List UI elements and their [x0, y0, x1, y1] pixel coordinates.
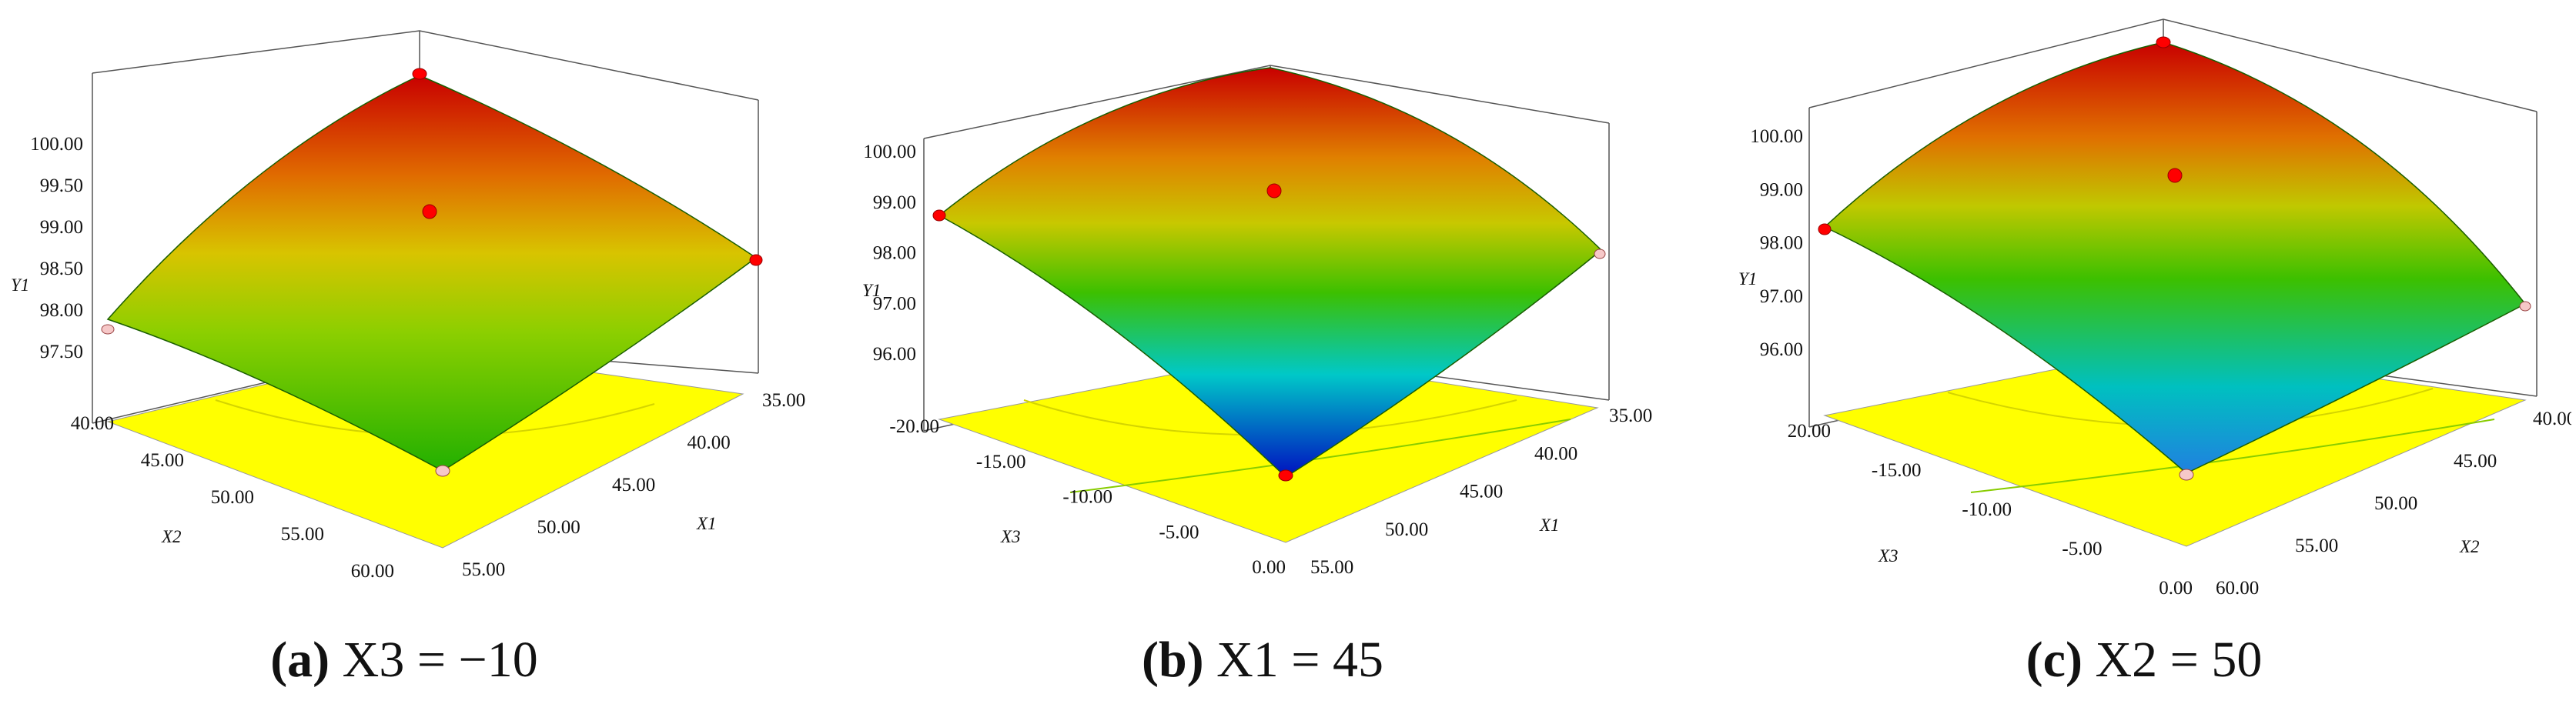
z-tick-label: 99.00 [40, 217, 83, 238]
right-axis-tick: 50.00 [1385, 519, 1428, 540]
right-axis-label: X2 [2459, 537, 2480, 556]
left-axis-tick: 50.00 [211, 487, 254, 508]
right-axis-tick: 40.00 [2533, 409, 2571, 429]
z-tick-label: 98.50 [40, 259, 83, 279]
left-axis-tick: 60.00 [351, 561, 394, 582]
right-axis-ticks: 55.00 50.00 45.00 40.00 35.00 [1310, 405, 1652, 578]
left-axis-ticks: -20.00 -15.00 -10.00 -5.00 0.00 [889, 416, 1286, 578]
surface-plot-b: 96.00 97.00 98.00 99.00 100.00 Y1 -20.00 -15.… [862, 65, 1652, 578]
z-tick-labels: 97.50 98.00 98.50 99.00 99.50 100.00 [30, 134, 83, 362]
design-points [412, 68, 763, 266]
right-axis-tick: 45.00 [2454, 451, 2497, 472]
left-axis-ticks: 40.00 45.00 50.00 55.00 60.00 [71, 413, 394, 582]
left-axis-tick: -5.00 [2062, 539, 2102, 559]
caption-text: X3 = −10 [342, 632, 538, 688]
panel-c: 96.00 97.00 98.00 99.00 100.00 Y1 20.00 -15.0… [1717, 0, 2571, 714]
caption-text: X1 = 45 [1216, 632, 1384, 688]
left-axis-tick: 20.00 [1788, 421, 1831, 442]
left-axis-tick: 55.00 [281, 524, 324, 545]
z-tick-label: 100.00 [863, 142, 916, 162]
right-axis-label: X1 [1539, 515, 1560, 535]
caption-letter: (c) [2026, 632, 2083, 688]
caption-a: (a) X3 = −10 [0, 631, 808, 689]
left-axis-tick: -15.00 [976, 452, 1026, 472]
caption-b: (b) X1 = 45 [839, 631, 1686, 689]
surface-plot-c: 96.00 97.00 98.00 99.00 100.00 Y1 20.00 -15.0… [1738, 18, 2571, 599]
z-tick-label: 99.00 [873, 192, 916, 213]
z-tick-label: 98.00 [40, 300, 83, 321]
y-axis-label: Y1 [11, 275, 29, 295]
z-tick-label: 100.00 [30, 134, 83, 155]
z-tick-label: 98.00 [873, 243, 916, 264]
z-tick-label: 97.50 [40, 342, 83, 362]
right-axis-tick: 55.00 [462, 559, 505, 580]
z-tick-label: 97.00 [873, 293, 916, 314]
caption-letter: (b) [1141, 632, 1204, 688]
y-axis-label: Y1 [862, 281, 881, 300]
right-axis-tick: 45.00 [612, 475, 655, 495]
right-axis-tick: 35.00 [762, 390, 805, 411]
caption-text: X2 = 50 [2095, 632, 2263, 688]
right-axis-label: X1 [696, 514, 717, 533]
left-axis-tick: -5.00 [1159, 522, 1199, 542]
right-axis-tick: 55.00 [1310, 557, 1353, 578]
right-axis-tick: 35.00 [1609, 405, 1652, 426]
panel-a: 97.50 98.00 98.50 99.00 99.50 100.00 Y1 40.00… [0, 0, 808, 714]
left-axis-label: X3 [1878, 546, 1899, 566]
left-axis-tick: -10.00 [1062, 487, 1112, 508]
right-axis-tick: 55.00 [2295, 536, 2338, 556]
left-axis-tick: 0.00 [1252, 557, 1286, 578]
z-tick-label: 99.00 [1760, 179, 1803, 200]
right-axis-ticks: 60.00 55.00 50.00 45.00 40.00 [2216, 409, 2571, 599]
z-tick-label: 98.00 [1760, 233, 1803, 254]
left-axis-tick: -15.00 [1872, 460, 1922, 481]
design-points [932, 183, 1293, 482]
y-axis-label: Y1 [1738, 269, 1757, 289]
z-tick-label: 99.50 [40, 175, 83, 196]
left-axis-tick: -10.00 [1962, 499, 2012, 520]
left-axis-tick: -20.00 [889, 416, 939, 437]
left-axis-tick: 40.00 [71, 413, 114, 434]
left-axis-ticks: 20.00 -15.00 -10.00 -5.00 0.00 [1788, 421, 2193, 599]
right-axis-tick: 50.00 [2374, 493, 2417, 514]
design-points [1818, 36, 2183, 235]
panel-b: 96.00 97.00 98.00 99.00 100.00 Y1 -20.00 -15.… [839, 0, 1686, 714]
right-axis-tick: 60.00 [2216, 578, 2259, 599]
surface-plot-a: 97.50 98.00 98.50 99.00 99.50 100.00 Y1 40.00… [11, 30, 805, 582]
right-axis-tick: 40.00 [687, 432, 731, 453]
caption-c: (c) X2 = 50 [1717, 631, 2571, 689]
z-tick-label: 96.00 [1760, 339, 1803, 360]
z-tick-labels: 96.00 97.00 98.00 99.00 100.00 [1750, 126, 1803, 360]
left-axis-tick: 0.00 [2159, 578, 2193, 599]
z-tick-label: 96.00 [873, 344, 916, 365]
z-tick-label: 97.00 [1760, 286, 1803, 307]
right-axis-tick: 50.00 [537, 517, 580, 538]
right-axis-tick: 40.00 [1534, 443, 1577, 464]
z-tick-label: 100.00 [1750, 126, 1803, 147]
right-axis-ticks: 55.00 50.00 45.00 40.00 35.00 [462, 390, 805, 580]
left-axis-label: X3 [1000, 527, 1021, 546]
right-axis-tick: 45.00 [1460, 482, 1503, 502]
left-axis-label: X2 [161, 527, 182, 546]
left-axis-tick: 45.00 [141, 450, 184, 471]
z-tick-labels: 96.00 97.00 98.00 99.00 100.00 [863, 142, 916, 365]
caption-letter: (a) [270, 632, 330, 688]
